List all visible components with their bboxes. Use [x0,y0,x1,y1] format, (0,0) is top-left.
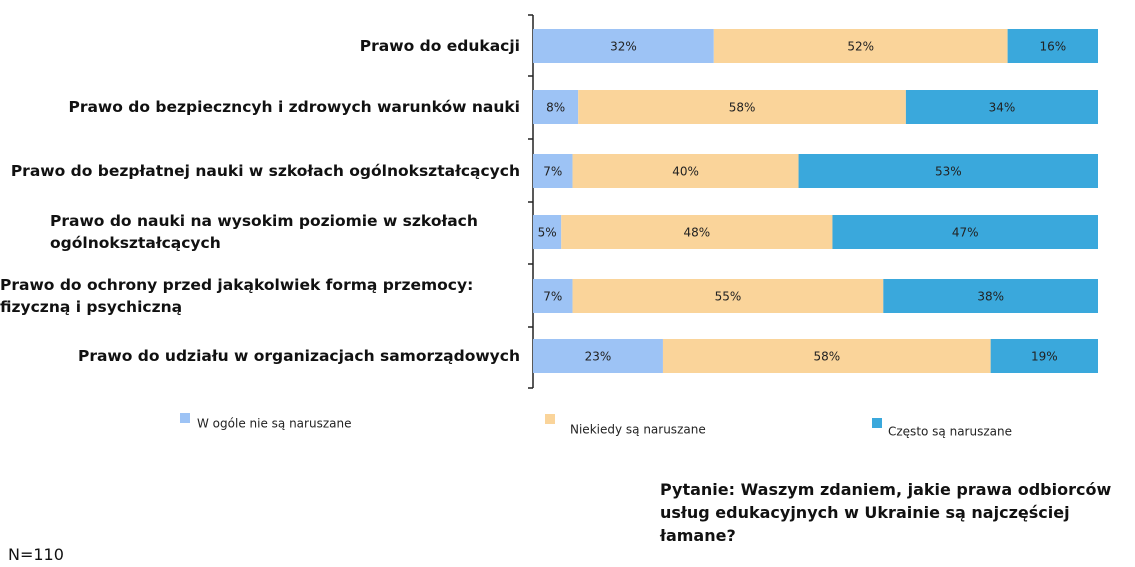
value-label: 48% [684,226,711,240]
bar-segment [561,215,833,249]
value-label: 19% [1031,350,1058,364]
category-label-box: Prawo do ochrony przed jakąkolwiek formą… [0,271,520,321]
bar-segment [533,154,573,188]
value-label: 32% [610,40,637,54]
bar-segment [533,215,562,249]
bar-segment [533,339,663,373]
value-label: 8% [546,101,565,115]
value-label: 52% [847,40,874,54]
category-label: Prawo do nauki na wysokim poziomie w szk… [50,212,478,252]
bar-segment [832,215,1098,249]
value-label: 40% [672,165,699,179]
bar-segment [662,339,991,373]
bar-segment [533,90,579,124]
category-label-box: Prawo do udziału w organizacjach samorzą… [0,331,520,381]
bar-segment [533,279,573,313]
legend-label: Niekiedy są naruszane [570,423,706,437]
value-label: 23% [585,350,612,364]
value-label: 55% [715,290,742,304]
bar-segment [572,279,884,313]
value-label: 58% [729,101,756,115]
category-label-box: Prawo do bezpłatnej nauki w szkołach ogó… [0,146,520,196]
legend-label: Często są naruszane [888,425,1012,439]
bar-segment [572,154,799,188]
question-note: Pytanie: Waszym zdaniem, jakie prawa odb… [660,480,1112,545]
legend-label: W ogóle nie są naruszane [197,417,351,431]
value-label: 53% [935,165,962,179]
value-label: 47% [952,226,979,240]
value-label: 7% [543,290,562,304]
bar-segment [578,90,906,124]
category-label: Prawo do udziału w organizacjach samorzą… [77,347,520,365]
bar-segment [990,339,1098,373]
category-label: Prawo do bezpłatnej nauki w szkołach ogó… [10,162,520,180]
sample-size: N=110 [8,545,64,564]
bar-segment [905,90,1098,124]
value-label: 58% [813,350,840,364]
legend-swatch [180,413,190,423]
value-label: 5% [538,226,557,240]
legend-swatch [872,418,882,428]
value-label: 34% [989,101,1016,115]
category-label-box: Prawo do edukacji [0,21,520,71]
category-label: Prawo do ochrony przed jakąkolwiek formą… [0,276,474,316]
category-label: Prawo do bezpieczncyh i zdrowych warunkó… [68,98,520,116]
bar-segment [713,29,1008,63]
bar-segment [798,154,1098,188]
bar-segment [883,279,1098,313]
value-label: 16% [1039,40,1066,54]
value-label: 7% [543,165,562,179]
category-label-box: Prawo do bezpieczncyh i zdrowych warunkó… [0,82,520,132]
bar-segment [533,29,714,63]
bar-segment [1007,29,1098,63]
legend-swatch [545,414,555,424]
category-label-box: Prawo do nauki na wysokim poziomie w szk… [0,207,520,257]
value-label: 38% [977,290,1004,304]
category-label: Prawo do edukacji [359,37,520,55]
